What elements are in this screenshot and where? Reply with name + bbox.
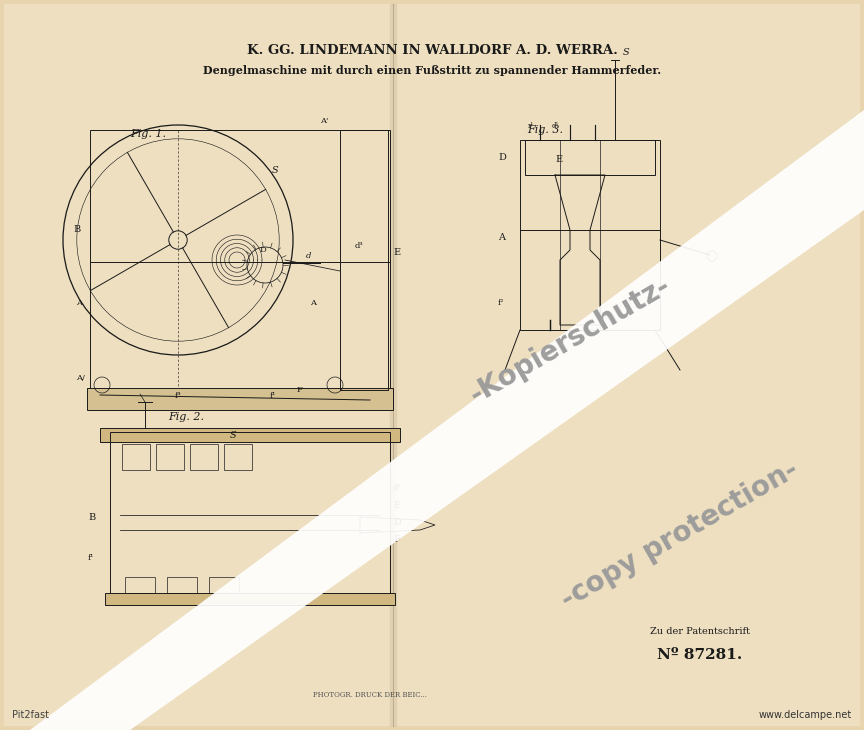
Text: d¹: d¹ (552, 122, 559, 130)
Text: Fig. 2.: Fig. 2. (168, 412, 204, 422)
Bar (156, 444, 184, 470)
Text: www.delcampe.net: www.delcampe.net (759, 710, 852, 720)
Bar (105, 593, 395, 605)
Text: f⁴: f⁴ (175, 392, 181, 400)
Text: f¹: f¹ (88, 554, 94, 562)
Text: f²: f² (498, 299, 505, 307)
Text: Pit2fast: Pit2fast (12, 710, 49, 720)
Text: E: E (393, 501, 400, 510)
Bar (525, 140, 655, 175)
Text: E: E (393, 248, 400, 257)
Bar (520, 140, 660, 330)
Text: Dengelmaschine mit durch einen Fußstritt zu spannender Hammerfeder.: Dengelmaschine mit durch einen Fußstritt… (203, 64, 661, 75)
Text: A': A' (320, 117, 328, 125)
Text: -copy protection-: -copy protection- (556, 456, 804, 615)
Text: A/: A/ (76, 374, 85, 382)
Text: A: A (498, 233, 505, 242)
Text: PHOTOGR. DRUCK DER BEIC...: PHOTOGR. DRUCK DER BEIC... (313, 691, 427, 699)
Text: A: A (310, 299, 316, 307)
Bar (209, 577, 239, 593)
Text: Fig. 3.: Fig. 3. (527, 125, 563, 135)
Text: B: B (73, 225, 80, 234)
Bar (110, 432, 390, 595)
Text: D: D (260, 246, 267, 254)
Text: d¹: d¹ (393, 484, 402, 492)
Bar (122, 444, 150, 470)
Text: d³: d³ (355, 242, 364, 250)
Text: F: F (297, 386, 303, 394)
Text: f¹: f¹ (270, 392, 276, 400)
Text: D: D (393, 518, 401, 527)
Bar (340, 130, 388, 390)
Text: Zu der Patentschrift: Zu der Patentschrift (650, 628, 750, 637)
Text: B: B (88, 513, 95, 522)
Bar (100, 428, 400, 442)
Bar (190, 444, 218, 470)
Text: F: F (393, 535, 400, 544)
Text: -Kopierschutz-: -Kopierschutz- (465, 271, 676, 409)
Text: E: E (555, 155, 562, 164)
Text: d: d (306, 252, 311, 260)
Text: S: S (623, 48, 630, 57)
Text: r¹: r¹ (528, 122, 534, 130)
Bar (224, 444, 252, 470)
Text: D: D (498, 153, 506, 162)
Polygon shape (30, 110, 864, 730)
Text: S: S (230, 431, 237, 440)
Text: S: S (272, 166, 278, 175)
Text: A: A (76, 299, 82, 307)
Text: K. GG. LINDEMANN IN WALLDORF A. D. WERRA.: K. GG. LINDEMANN IN WALLDORF A. D. WERRA… (246, 44, 618, 56)
Bar (90, 130, 390, 390)
Bar (167, 577, 197, 593)
Bar (125, 577, 155, 593)
Text: Nº 87281.: Nº 87281. (658, 648, 743, 662)
Text: Fig. 1.: Fig. 1. (130, 129, 166, 139)
Bar (87, 388, 393, 410)
